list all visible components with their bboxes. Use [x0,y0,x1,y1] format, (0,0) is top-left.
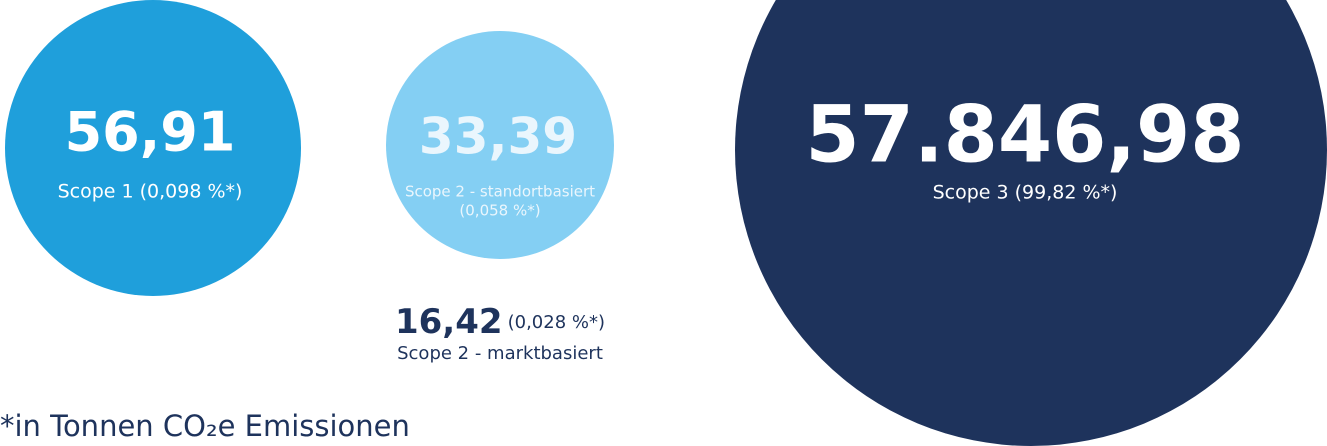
scope3-circle [735,0,1327,446]
scope3-value: 57.846,98 [805,90,1244,180]
scope1-label: Scope 1 (0,098 %*) [58,181,243,203]
footnote: *in Tonnen CO₂e Emissionen [0,409,410,443]
scope2-market-share: (0,028 %*) [508,312,605,333]
scope2-market-line: 16,42 (0,028 %*) [395,302,605,342]
scope1-circle [5,0,301,296]
scope2-location-value: 33,39 [419,108,577,166]
scope2-location-share: (0,058 %*) [459,202,540,220]
scope2-market-value: 16,42 [395,302,503,342]
scope2-location-label: Scope 2 - standortbasiert [405,183,595,201]
scope1-value: 56,91 [65,101,236,164]
scope2-market-label: Scope 2 - marktbasiert [397,343,603,364]
scope3-label: Scope 3 (99,82 %*) [933,182,1118,204]
scope2-circle [386,31,614,259]
